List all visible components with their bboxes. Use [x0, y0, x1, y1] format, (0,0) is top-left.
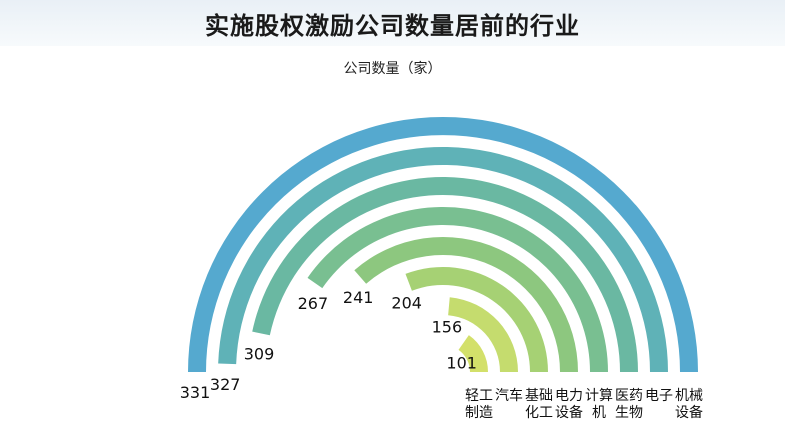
- arc-bar: [354, 236, 578, 372]
- arc-bar: [307, 207, 608, 372]
- value-label: 241: [343, 288, 374, 307]
- arc-bar: [448, 297, 518, 372]
- arc-bar: [458, 335, 488, 372]
- category-label: 轻工制造: [465, 388, 493, 421]
- value-label: 156: [432, 317, 463, 336]
- value-label: 309: [244, 344, 275, 363]
- chart-title: 实施股权激励公司数量居前的行业: [205, 12, 580, 40]
- value-label: 101: [446, 354, 477, 373]
- value-label: 267: [298, 294, 329, 313]
- category-label: 医药生物: [615, 388, 643, 421]
- chart-ylabel: 公司数量（家）: [343, 61, 442, 77]
- category-label: 基础化工: [525, 387, 553, 421]
- category-label: 机械设备: [675, 388, 703, 421]
- category-label: 电子: [645, 388, 673, 404]
- category-label: 汽车: [495, 387, 523, 404]
- category-label: 电力设备: [555, 388, 583, 421]
- arc-bar: [405, 266, 548, 372]
- category-label: 计算机: [585, 388, 613, 421]
- title-band: [0, 0, 785, 46]
- value-label: 327: [210, 375, 241, 394]
- value-label: 204: [391, 293, 422, 312]
- value-label: 331: [180, 383, 211, 402]
